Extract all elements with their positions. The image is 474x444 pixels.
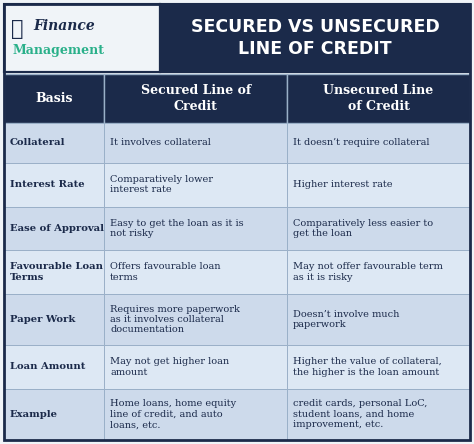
Text: Basis: Basis [36,92,73,105]
Text: Paper Work: Paper Work [10,315,75,324]
Text: Higher the value of collateral,
the higher is the loan amount: Higher the value of collateral, the high… [293,357,442,377]
Bar [287,345,470,389]
Bar [4,163,104,206]
Bar [4,4,160,72]
Text: Doesn’t involve much
paperwork: Doesn’t involve much paperwork [293,310,400,329]
Bar [4,389,104,440]
Text: Higher interest rate: Higher interest rate [293,180,392,189]
Bar [287,123,470,163]
Bar [4,294,104,345]
Bar [104,206,287,250]
Text: Offers favourable loan
terms: Offers favourable loan terms [110,262,221,281]
Bar [104,74,287,123]
Text: Interest Rate: Interest Rate [10,180,85,189]
Text: Loan Amount: Loan Amount [10,362,85,372]
Text: Ease of Approval: Ease of Approval [10,224,104,233]
Text: Example: Example [10,410,58,419]
Text: credit cards, personal LoC,
student loans, and home
improvement, etc.: credit cards, personal LoC, student loan… [293,400,428,429]
Bar [4,250,104,294]
Bar [4,206,104,250]
Text: May not get higher loan
amount: May not get higher loan amount [110,357,229,377]
Text: Favourable Loan
Terms: Favourable Loan Terms [10,262,103,281]
Bar [160,4,470,72]
Text: Collateral: Collateral [10,139,65,147]
Bar [4,345,104,389]
Text: SECURED VS UNSECURED
LINE OF CREDIT: SECURED VS UNSECURED LINE OF CREDIT [191,18,439,59]
Text: It doesn’t require collateral: It doesn’t require collateral [293,139,429,147]
Bar [287,250,470,294]
Bar [104,123,287,163]
Text: Requires more paperwork
as it involves collateral
documentation: Requires more paperwork as it involves c… [110,305,240,334]
Bar [104,250,287,294]
Text: Comparatively less easier to
get the loan: Comparatively less easier to get the loa… [293,218,433,238]
Text: Secured Line of
Credit: Secured Line of Credit [140,84,251,113]
Bar [287,206,470,250]
Text: Comparatively lower
interest rate: Comparatively lower interest rate [110,175,213,194]
Text: Home loans, home equity
line of credit, and auto
loans, etc.: Home loans, home equity line of credit, … [110,400,237,429]
Text: Unsecured Line
of Credit: Unsecured Line of Credit [323,84,434,113]
Text: Finance: Finance [33,19,95,33]
Bar [4,74,104,123]
Bar [104,389,287,440]
Bar [104,163,287,206]
Bar [287,389,470,440]
Text: Easy to get the loan as it is
not risky: Easy to get the loan as it is not risky [110,218,244,238]
Text: Management: Management [13,44,105,57]
Text: 🎓: 🎓 [11,19,23,39]
Bar [4,123,104,163]
Bar [287,74,470,123]
Bar [287,163,470,206]
Text: May not offer favourable term
as it is risky: May not offer favourable term as it is r… [293,262,443,281]
Bar [104,294,287,345]
Bar [287,294,470,345]
Bar [104,345,287,389]
Text: It involves collateral: It involves collateral [110,139,211,147]
